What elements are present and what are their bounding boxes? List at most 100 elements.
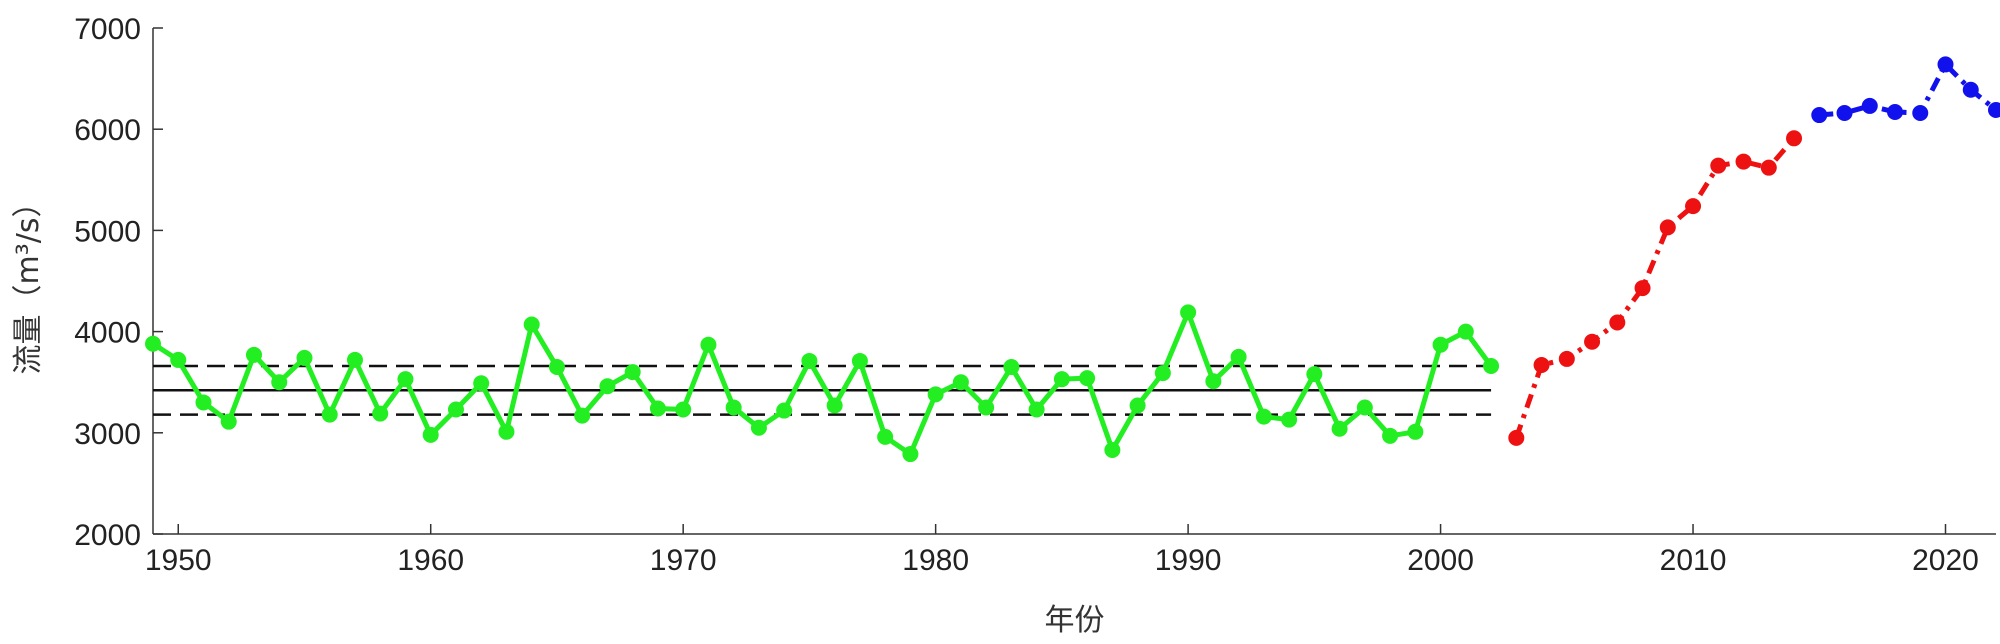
y-tick-label: 7000: [74, 13, 141, 46]
tick-labels: 2000 3000 4000 5000 6000 7000 1950 1960 1970 1980…: [74, 13, 1979, 577]
data-point: [927, 386, 944, 403]
data-point: [902, 446, 919, 463]
data-point: [1634, 280, 1651, 297]
data-point: [548, 359, 565, 376]
data-point: [624, 364, 641, 381]
data-point: [851, 352, 868, 369]
y-tick-label: 2000: [74, 519, 141, 552]
data-point: [952, 374, 969, 391]
data-point: [1659, 219, 1676, 236]
data-point: [1306, 366, 1323, 383]
data-point: [321, 406, 338, 423]
data-point: [1786, 130, 1803, 147]
x-tick-label: 1980: [902, 544, 969, 577]
data-point: [1281, 411, 1298, 428]
data-point: [220, 413, 237, 430]
data-point: [1028, 401, 1045, 418]
x-tick-label: 1950: [145, 544, 212, 577]
data-point: [1079, 370, 1096, 387]
data-point: [1609, 314, 1626, 331]
data-point: [473, 375, 490, 392]
data-point: [1457, 323, 1474, 340]
data-point: [1255, 408, 1272, 425]
data-point: [1735, 153, 1752, 170]
data-point: [1584, 333, 1601, 350]
data-point: [1003, 359, 1020, 376]
data-point: [296, 349, 313, 366]
x-tick-label: 1990: [1155, 544, 1222, 577]
data-point: [750, 419, 767, 436]
data-point: [1710, 157, 1727, 174]
data-point: [1685, 198, 1702, 215]
x-tick-label: 1970: [650, 544, 717, 577]
data-point: [1962, 81, 1979, 98]
data-point: [195, 394, 212, 411]
data-point: [170, 351, 187, 368]
x-axis-title: 年份: [1045, 603, 1105, 638]
data-point: [271, 374, 288, 391]
y-tick-label: 3000: [74, 418, 141, 451]
data-point: [1407, 423, 1424, 440]
data-point: [574, 407, 591, 424]
reference-lines: [153, 364, 1492, 416]
y-tick-label: 6000: [74, 114, 141, 147]
data-point: [649, 400, 666, 417]
y-axis-title: 流量（m³/s）: [11, 188, 46, 375]
data-point: [1356, 399, 1373, 416]
y-tick-label: 4000: [74, 317, 141, 350]
data-point: [599, 378, 616, 395]
x-tick-label: 2010: [1660, 544, 1727, 577]
data-point: [801, 352, 818, 369]
data-point: [1508, 429, 1525, 446]
data-point: [700, 336, 717, 353]
x-tick-label: 2020: [1912, 544, 1979, 577]
axes: [152, 27, 1996, 535]
data-point: [1558, 350, 1575, 367]
data-point: [1432, 336, 1449, 353]
data-point: [1811, 107, 1828, 124]
data-point: [1533, 356, 1550, 373]
data-point: [1861, 97, 1878, 114]
y-tick-label: 5000: [74, 215, 141, 248]
data-point: [498, 423, 515, 440]
data-point: [346, 351, 363, 368]
series-2-line: [1513, 136, 1796, 439]
data-point: [145, 335, 161, 352]
data-point: [1154, 365, 1171, 382]
data-point: [372, 405, 389, 422]
data-point: [725, 399, 742, 416]
series-1-line: [151, 309, 1494, 457]
data-point: [1836, 105, 1853, 122]
data-point: [877, 428, 894, 445]
data-point: [523, 316, 540, 333]
data-point: [1180, 304, 1197, 321]
data-point: [1912, 105, 1929, 122]
x-tick-label: 1960: [397, 544, 464, 577]
series-1: [145, 304, 1500, 463]
data-point: [1483, 358, 1500, 375]
data-point: [1129, 397, 1146, 414]
series-group: [145, 56, 2000, 463]
data-point: [826, 397, 843, 414]
data-point: [776, 402, 793, 419]
data-point: [1887, 103, 1904, 120]
data-point: [397, 371, 414, 388]
data-point: [1988, 101, 2000, 118]
data-point: [1205, 373, 1222, 390]
series-2: [1508, 130, 1803, 446]
data-point: [1760, 159, 1777, 176]
data-point: [1230, 348, 1247, 365]
x-tick-label: 2000: [1407, 544, 1474, 577]
series-3: [1811, 56, 2000, 124]
data-point: [1382, 427, 1399, 444]
data-point: [422, 426, 439, 443]
data-point: [1104, 442, 1121, 459]
data-point: [245, 346, 262, 363]
data-point: [1053, 371, 1070, 388]
data-point: [1937, 56, 1954, 73]
data-point: [447, 401, 464, 418]
data-point: [978, 399, 995, 416]
data-point: [675, 401, 692, 418]
data-point: [1331, 420, 1348, 437]
